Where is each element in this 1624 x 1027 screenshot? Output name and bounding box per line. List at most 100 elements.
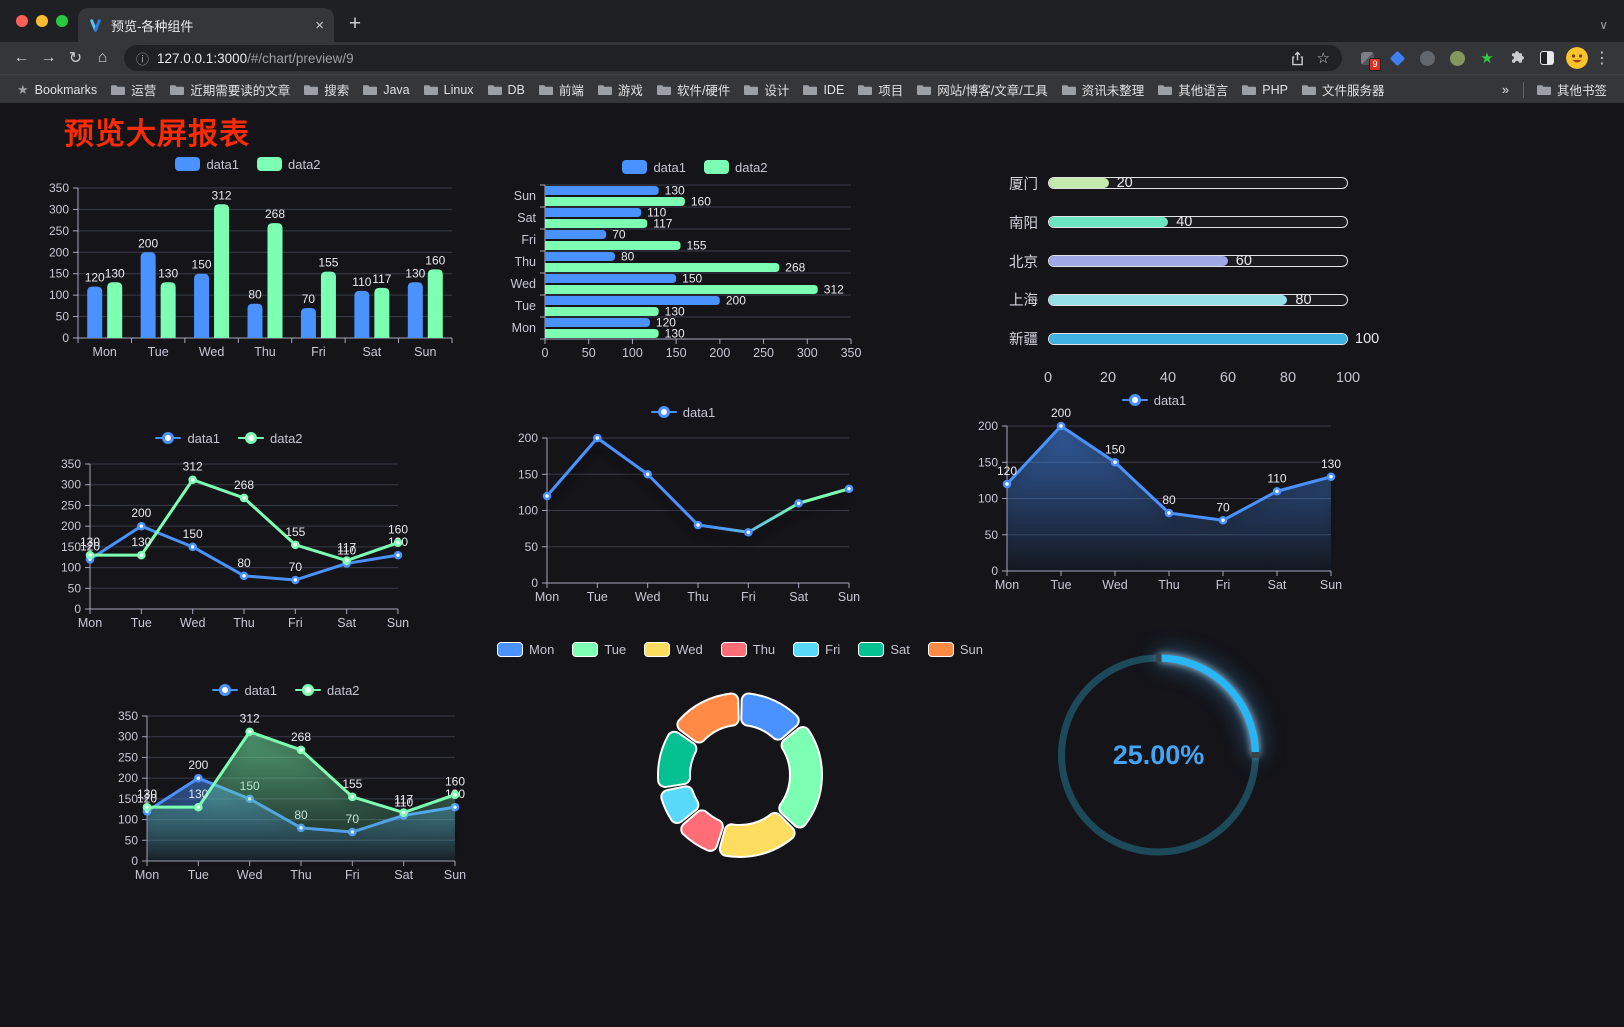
bookmark-item[interactable]: 其他语言 bbox=[1151, 77, 1235, 102]
svg-text:120: 120 bbox=[997, 464, 1017, 478]
svg-text:70: 70 bbox=[612, 228, 626, 242]
gauge-plot[interactable]: 25.00% bbox=[1040, 637, 1277, 885]
bookmark-label: 搜索 bbox=[324, 84, 350, 98]
reader-panel-extension-icon[interactable] bbox=[1538, 49, 1556, 67]
bookmark-item[interactable]: 运营 bbox=[104, 77, 163, 102]
two-series-line-chart[interactable]: data1 data2 0 50 100 150 200 250 300 350 Mon Tue Wed… bbox=[48, 426, 410, 633]
tab-search-chevron-icon[interactable]: ∨ bbox=[1599, 18, 1608, 32]
tab-close-icon[interactable]: × bbox=[315, 16, 324, 34]
bookmark-label: 网站/博客/文章/工具 bbox=[937, 84, 1048, 98]
legend-item[interactable]: data1 bbox=[650, 405, 715, 420]
percentage-gauge[interactable]: 25.00% bbox=[1040, 637, 1277, 885]
legend-item[interactable]: data2 bbox=[704, 160, 768, 175]
green-star-extension-icon[interactable]: ★ bbox=[1480, 49, 1494, 67]
svg-text:50: 50 bbox=[582, 346, 596, 360]
bookmark-item[interactable]: 近期需要读的文章 bbox=[163, 77, 297, 102]
bookmark-item[interactable]: Linux bbox=[417, 80, 481, 100]
donut-plot[interactable] bbox=[557, 661, 923, 885]
address-bar[interactable]: ⓘ 127.0.0.1:3000/#/chart/preview/9 ☆ bbox=[124, 45, 1342, 71]
pixel-extension-icon[interactable]: 9 bbox=[1358, 49, 1381, 71]
legend-swatch bbox=[927, 641, 954, 657]
bookmark-item[interactable]: 游戏 bbox=[591, 77, 650, 102]
bookmark-item[interactable]: Java bbox=[356, 80, 416, 100]
bookmark-item[interactable]: 文件服务器 bbox=[1295, 77, 1392, 102]
extensions-puzzle-icon[interactable] bbox=[1508, 49, 1526, 67]
bar-segment bbox=[407, 282, 423, 338]
bookmark-item[interactable]: 前端 bbox=[532, 77, 591, 102]
svg-text:300: 300 bbox=[797, 346, 818, 360]
line-gradient-plot[interactable]: 0 50 100 150 200 Mon Tue Wed Thu Fri Sat Sun bbox=[505, 424, 861, 607]
legend-item[interactable]: Sun bbox=[927, 641, 983, 657]
horizontal-bar-chart[interactable]: data1 data2 0 50 100 150 200 250 300 350 Mon Tue Wed… bbox=[505, 155, 885, 363]
folder-icon bbox=[111, 84, 126, 95]
bookmark-item[interactable]: DB bbox=[481, 80, 532, 100]
area-line-chart[interactable]: data1 0 50 100 150 200 Mon Tue Wed Thu Fri Sat Sun 12… bbox=[965, 388, 1343, 595]
bookmark-item[interactable]: 软件/硬件 bbox=[650, 77, 737, 102]
weekday-donut-chart[interactable]: Mon Tue Wed Thu Fri Sat Sun bbox=[497, 637, 983, 885]
bookmarks-overflow-chevron[interactable]: » bbox=[1502, 82, 1509, 97]
svg-text:155: 155 bbox=[342, 777, 362, 791]
legend-item[interactable]: Fri bbox=[793, 641, 840, 657]
home-button[interactable]: ⌂ bbox=[97, 49, 108, 66]
bookmark-item[interactable]: 网站/博客/文章/工具 bbox=[910, 77, 1054, 102]
bookmark-item[interactable]: IDE bbox=[796, 80, 851, 100]
svg-text:130: 130 bbox=[188, 787, 208, 801]
progress-track: 40 bbox=[1048, 214, 1348, 230]
bookmark-item[interactable]: 资讯未整理 bbox=[1055, 77, 1152, 102]
bar-vertical-plot[interactable]: 0 50 100 150 200 250 300 350 Mon Tue Wed Thu Fri Sat S… bbox=[36, 176, 460, 362]
share-icon[interactable] bbox=[1291, 50, 1304, 66]
other-bookmarks[interactable]: 其他书签 bbox=[1530, 77, 1614, 102]
legend-item[interactable]: data1 bbox=[212, 683, 277, 698]
browser-menu-icon[interactable]: ⋮ bbox=[1594, 50, 1610, 67]
bar-horizontal-plot[interactable]: 0 50 100 150 200 250 300 350 Mon Tue Wed Thu Fri Sat S… bbox=[505, 179, 885, 363]
gray-round-extension-icon[interactable] bbox=[1418, 49, 1436, 67]
browser-tab[interactable]: 预览-各种组件 × bbox=[78, 8, 334, 42]
bookmark-label: IDE bbox=[823, 82, 845, 97]
window-minimize-button[interactable] bbox=[36, 15, 48, 27]
legend-item[interactable]: Sat bbox=[858, 641, 910, 657]
bookmark-item[interactable]: 设计 bbox=[737, 77, 796, 102]
legend-item[interactable]: Tue bbox=[572, 641, 627, 657]
legend-item[interactable]: data1 bbox=[155, 431, 220, 446]
reload-button[interactable]: ↻ bbox=[68, 50, 83, 67]
forward-button[interactable]: → bbox=[40, 49, 57, 66]
two-series-area-chart[interactable]: data1 data2 0 50 100 150 200 250 300 350 Mon Tue Wed… bbox=[105, 678, 467, 885]
legend-item[interactable]: data1 bbox=[1121, 393, 1186, 408]
legend-item[interactable]: data2 bbox=[257, 157, 321, 172]
bookmark-item[interactable]: PHP bbox=[1235, 80, 1295, 100]
svg-text:200: 200 bbox=[1051, 406, 1071, 420]
grouped-bar-chart[interactable]: data1 data2 0 50 100 150 200 250 300 350 Mon Tue Wed… bbox=[36, 152, 460, 362]
green-round-extension-icon[interactable] bbox=[1448, 49, 1466, 67]
legend-item[interactable]: data2 bbox=[295, 683, 360, 698]
bookmarks-root[interactable]: ★ Bookmarks bbox=[10, 79, 104, 101]
legend-item[interactable]: Wed bbox=[644, 641, 703, 657]
bar-segment bbox=[140, 252, 156, 338]
pie-slice-Sat bbox=[657, 730, 698, 788]
svg-text:Thu: Thu bbox=[1158, 578, 1180, 592]
city-progress-chart[interactable]: 厦门 20 南阳 40 北京 60 上海 80 新疆 100 0 20 40 60 80 100 bbox=[1000, 162, 1379, 392]
bookmark-item[interactable]: 搜索 bbox=[297, 77, 356, 102]
window-close-button[interactable] bbox=[16, 15, 28, 27]
bar-segment bbox=[545, 285, 818, 294]
legend-label: Tue bbox=[604, 641, 627, 657]
back-button[interactable]: ← bbox=[13, 49, 30, 66]
legend-item[interactable]: Mon bbox=[497, 641, 554, 657]
line-two-series-plot[interactable]: 0 50 100 150 200 250 300 350 Mon Tue Wed Thu Fri Sat S… bbox=[48, 450, 410, 633]
legend-item[interactable]: data1 bbox=[622, 160, 686, 175]
bookmark-star-icon[interactable]: ☆ bbox=[1316, 50, 1330, 67]
legend-item[interactable]: data1 bbox=[175, 157, 239, 172]
progress-track: 20 bbox=[1048, 175, 1348, 191]
profile-avatar[interactable] bbox=[1566, 47, 1588, 69]
kite-extension-icon[interactable] bbox=[1388, 49, 1406, 67]
legend-item[interactable]: Thu bbox=[720, 641, 775, 657]
window-controls bbox=[16, 15, 68, 27]
bookmark-item[interactable]: 项目 bbox=[851, 77, 910, 102]
line-area-plot[interactable]: 0 50 100 150 200 Mon Tue Wed Thu Fri Sat Sun 120 200 1… bbox=[965, 406, 1343, 595]
site-info-icon[interactable]: ⓘ bbox=[136, 51, 150, 67]
window-zoom-button[interactable] bbox=[56, 15, 68, 27]
svg-text:0: 0 bbox=[74, 602, 81, 616]
area-two-series-plot[interactable]: 0 50 100 150 200 250 300 350 Mon Tue Wed Thu Fri Sat S… bbox=[105, 702, 467, 885]
legend-item[interactable]: data2 bbox=[238, 431, 303, 446]
new-tab-button[interactable]: + bbox=[348, 12, 362, 35]
gradient-line-chart[interactable]: data1 0 50 100 150 200 Mon Tue Wed Thu Fri Sat Sun bbox=[505, 400, 861, 607]
